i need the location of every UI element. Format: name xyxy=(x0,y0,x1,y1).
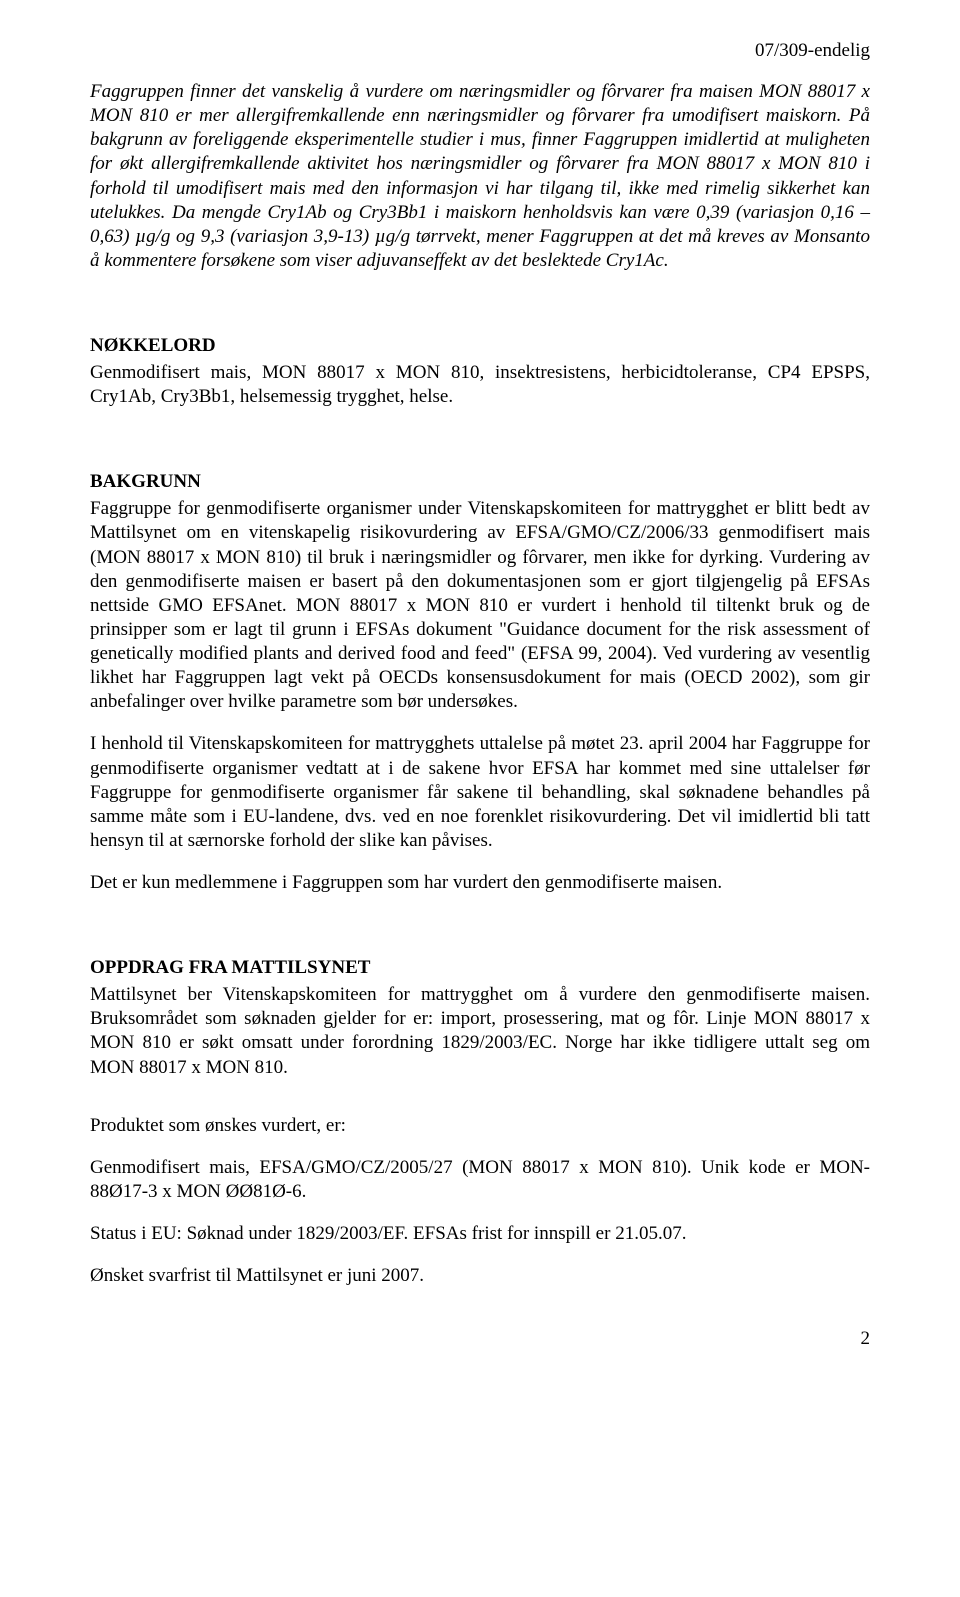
bakgrunn-title: BAKGRUNN xyxy=(90,471,870,493)
page-container: 07/309-endelig Faggruppen finner det van… xyxy=(0,0,960,1400)
section-oppdrag: OPPDRAG FRA MATTILSYNET Mattilsynet ber … xyxy=(90,957,870,1080)
oppdrag-p1: Mattilsynet ber Vitenskapskomiteen for m… xyxy=(90,983,870,1080)
produkt-p1: Produktet som ønskes vurdert, er: xyxy=(90,1114,870,1138)
intro-paragraph: Faggruppen finner det vanskelig å vurder… xyxy=(90,80,870,273)
produkt-p3: Status i EU: Søknad under 1829/2003/EF. … xyxy=(90,1222,870,1246)
document-reference: 07/309-endelig xyxy=(90,40,870,62)
section-bakgrunn: BAKGRUNN Faggruppe for genmodifiserte or… xyxy=(90,471,870,895)
bakgrunn-p3: Det er kun medlemmene i Faggruppen som h… xyxy=(90,871,870,895)
nokkelord-body: Genmodifisert mais, MON 88017 x MON 810,… xyxy=(90,361,870,409)
page-number: 2 xyxy=(90,1328,870,1350)
produkt-p2: Genmodifisert mais, EFSA/GMO/CZ/2005/27 … xyxy=(90,1156,870,1204)
nokkelord-title: NØKKELORD xyxy=(90,335,870,357)
bakgrunn-p2: I henhold til Vitenskapskomiteen for mat… xyxy=(90,732,870,853)
bakgrunn-p1: Faggruppe for genmodifiserte organismer … xyxy=(90,497,870,714)
oppdrag-title: OPPDRAG FRA MATTILSYNET xyxy=(90,957,870,979)
section-nokkelord: NØKKELORD Genmodifisert mais, MON 88017 … xyxy=(90,335,870,409)
produkt-p4: Ønsket svarfrist til Mattilsynet er juni… xyxy=(90,1264,870,1288)
